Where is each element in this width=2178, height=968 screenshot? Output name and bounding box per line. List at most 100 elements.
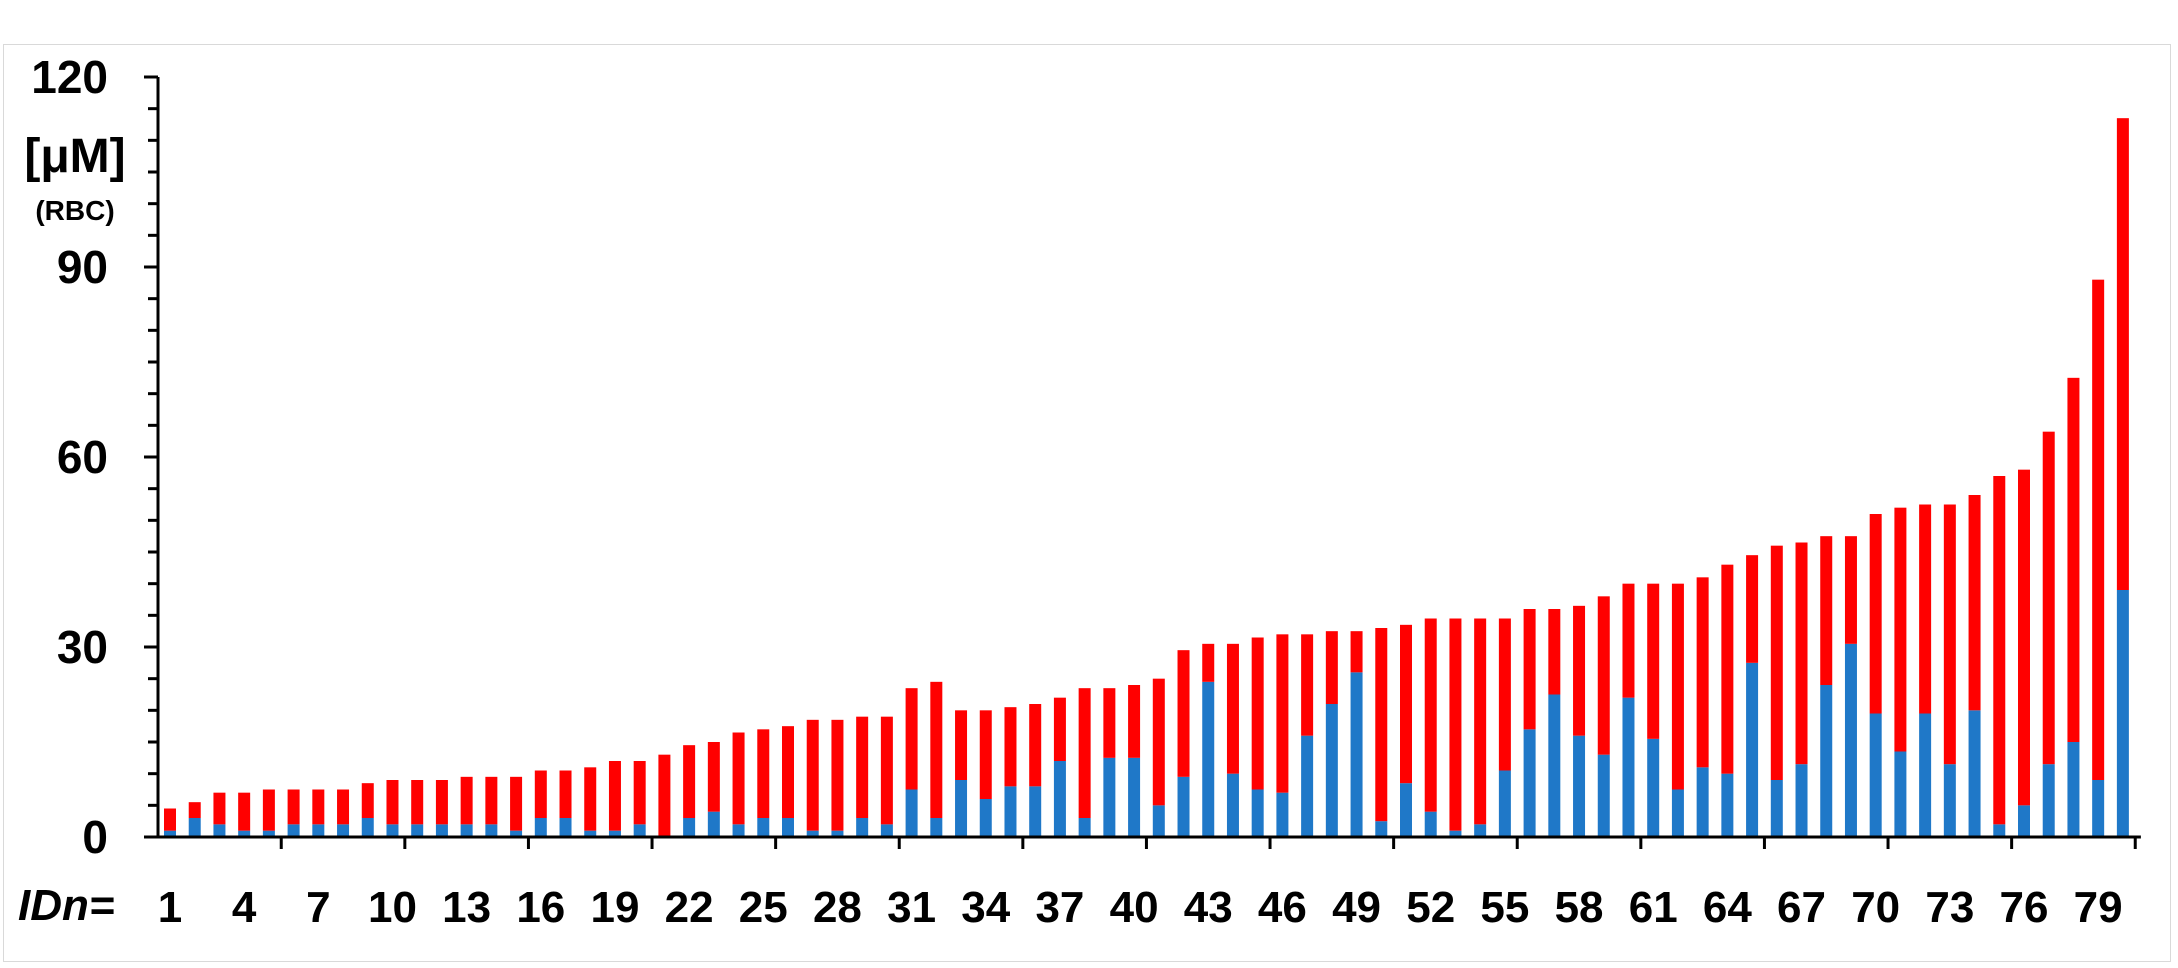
x-tick-label: 79 (2074, 883, 2123, 932)
bar-segment-series-1-id-63 (1696, 767, 1709, 837)
bar-segment-series-1-id-22 (683, 818, 696, 837)
bar-segment-series-2-id-80 (2116, 118, 2129, 591)
bar-segment-series-1-id-57 (1548, 694, 1561, 837)
bar-segment-series-2-id-57 (1548, 609, 1561, 695)
y-tick-label: 90 (57, 241, 108, 293)
bar-segment-series-2-id-50 (1375, 628, 1388, 822)
bar-segment-series-2-id-39 (1103, 688, 1116, 758)
bar-segment-series-1-id-49 (1350, 672, 1363, 837)
x-tick-label: 31 (887, 883, 936, 932)
bar-segment-series-1-id-17 (559, 818, 572, 837)
bar-segment-series-2-id-13 (460, 776, 473, 825)
bar-segment-series-1-id-76 (2018, 805, 2030, 837)
bar-segment-series-1-id-18 (584, 830, 597, 837)
bar-segment-series-1-id-67 (1795, 764, 1808, 837)
bar-segment-series-1-id-6 (287, 824, 300, 837)
bar-segment-series-2-id-14 (485, 776, 498, 825)
x-tick-label: 10 (368, 883, 417, 932)
bar-segment-series-2-id-62 (1671, 583, 1684, 790)
bar-segment-series-1-id-77 (2042, 764, 2055, 837)
bar-segment-series-1-id-64 (1721, 773, 1734, 837)
bar-segment-series-2-id-25 (757, 729, 770, 818)
bar-segment-series-1-id-47 (1301, 735, 1314, 837)
bar-segment-series-2-id-47 (1301, 634, 1314, 736)
bar-segment-series-2-id-9 (361, 783, 374, 818)
bar-segment-series-2-id-69 (1844, 536, 1857, 644)
bar-segment-series-2-id-1 (164, 808, 176, 831)
x-tick-label: 43 (1184, 883, 1233, 932)
y-tick-label: 60 (57, 431, 108, 483)
bar-segment-series-2-id-31 (905, 688, 918, 790)
bar-segment-series-2-id-76 (2018, 469, 2030, 806)
bar-segment-series-2-id-56 (1523, 609, 1536, 730)
bar-segment-series-2-id-6 (287, 789, 300, 825)
bar-segment-series-2-id-15 (510, 776, 523, 831)
x-tick-label: 13 (442, 883, 491, 932)
bar-segment-series-1-id-69 (1844, 643, 1857, 837)
bar-segment-series-2-id-4 (238, 792, 251, 831)
x-tick-label: 55 (1480, 883, 1529, 932)
x-tick-label: 40 (1110, 883, 1159, 932)
x-tick-label: 28 (813, 883, 862, 932)
bar-segment-series-1-id-5 (262, 830, 275, 837)
bar-segment-series-2-id-28 (831, 719, 844, 831)
bar-segment-series-2-id-51 (1400, 624, 1412, 784)
bar-segment-series-1-id-48 (1325, 704, 1338, 837)
bar-segment-series-2-id-70 (1869, 514, 1882, 714)
bar-segment-series-1-id-20 (633, 824, 646, 837)
x-tick-label: 19 (590, 883, 639, 932)
bar-segment-series-2-id-63 (1696, 577, 1709, 768)
bar-segment-series-1-id-34 (979, 799, 992, 837)
bar-segment-series-1-id-29 (856, 818, 869, 837)
bar-segment-series-1-id-75 (1993, 824, 2006, 837)
bar-segment-series-1-id-37 (1053, 761, 1066, 837)
bar-segment-series-2-id-5 (262, 789, 275, 831)
bar-segment-series-1-id-68 (1820, 685, 1833, 837)
bar-segment-series-2-id-29 (856, 716, 869, 818)
bar-segment-series-2-id-17 (559, 770, 572, 818)
y-tick-label: 0 (82, 811, 108, 863)
bar-segment-series-1-id-62 (1671, 789, 1684, 837)
bar-segment-series-1-id-55 (1498, 770, 1511, 837)
bar-segment-series-1-id-66 (1770, 780, 1783, 837)
bar-segment-series-1-id-38 (1078, 818, 1091, 837)
bars-layer (164, 118, 2129, 837)
x-tick-label: 46 (1258, 883, 1307, 932)
x-tick-label: 7 (306, 883, 330, 932)
bar-segment-series-1-id-2 (188, 818, 201, 837)
bar-segment-series-2-id-74 (1968, 495, 1981, 711)
bar-segment-series-1-id-23 (707, 811, 720, 837)
bar-segment-series-1-id-24 (732, 824, 745, 837)
bar-segment-series-1-id-80 (2116, 590, 2129, 837)
bar-segment-series-2-id-7 (312, 789, 325, 825)
bar-segment-series-2-id-12 (435, 780, 448, 825)
bar-segment-series-2-id-2 (188, 802, 201, 818)
x-tick-label: 25 (739, 883, 788, 932)
x-tick-label: 1 (158, 883, 182, 932)
bar-segment-series-2-id-71 (1894, 507, 1907, 752)
bar-segment-series-2-id-67 (1795, 542, 1808, 765)
bar-segment-series-1-id-70 (1869, 713, 1882, 837)
bar-segment-series-2-id-73 (1943, 504, 1956, 765)
x-tick-label: 70 (1851, 883, 1900, 932)
bar-segment-series-2-id-65 (1746, 555, 1759, 663)
bar-segment-series-1-id-26 (782, 818, 794, 837)
bar-segment-series-2-id-20 (633, 761, 646, 825)
bar-segment-series-2-id-35 (1004, 707, 1017, 787)
bar-segment-series-2-id-26 (782, 726, 794, 818)
bar-segment-series-2-id-61 (1647, 583, 1660, 739)
x-tick-label: 4 (232, 883, 257, 932)
bar-segment-series-2-id-32 (930, 681, 943, 818)
bar-segment-series-2-id-78 (2067, 377, 2080, 742)
bar-segment-series-2-id-19 (608, 761, 621, 831)
bar-segment-series-2-id-18 (584, 767, 597, 831)
bar-segment-series-1-id-3 (213, 824, 226, 837)
x-axis-label: IDn= (18, 881, 115, 930)
bar-segment-series-1-id-25 (757, 818, 770, 837)
bar-segment-series-1-id-50 (1375, 821, 1388, 837)
labels-layer: [μM] (RBC) IDn= 0 30 60 90 120 1 4 7 10 13 16 19 22 2… (18, 51, 2123, 932)
bar-segment-series-1-id-54 (1474, 824, 1487, 837)
bar-segment-series-2-id-64 (1721, 564, 1734, 774)
bar-segment-series-2-id-77 (2042, 431, 2055, 765)
bar-segment-series-2-id-21 (658, 754, 671, 837)
